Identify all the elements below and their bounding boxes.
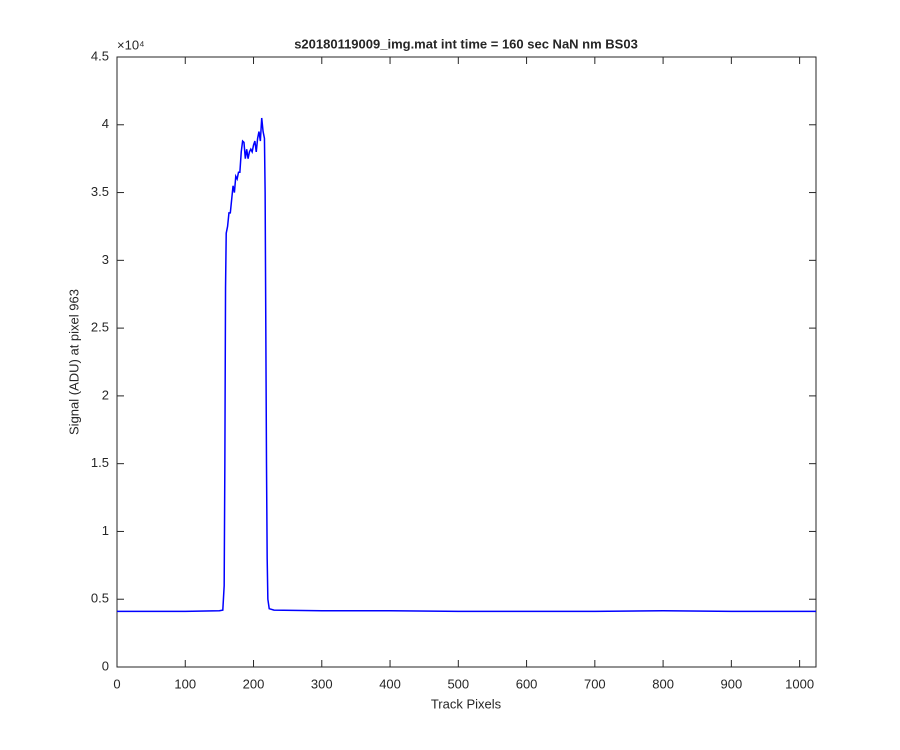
y-tick-label: 2.5 (91, 320, 109, 335)
y-tick-label: 3 (102, 252, 109, 267)
x-tick-label: 500 (447, 676, 469, 691)
x-tick-label: 700 (584, 676, 606, 691)
y-tick-label: 0.5 (91, 591, 109, 606)
x-tick-label: 100 (174, 676, 196, 691)
y-multiplier: ×10⁴ (117, 37, 145, 52)
x-tick-label: 1000 (785, 676, 814, 691)
y-tick-label: 4.5 (91, 48, 109, 63)
x-tick-label: 300 (311, 676, 333, 691)
x-tick-label: 800 (652, 676, 674, 691)
data-line (117, 117, 816, 613)
x-tick-label: 200 (243, 676, 265, 691)
y-tick-label: 4 (102, 116, 109, 131)
y-tick-label: 2 (102, 387, 109, 402)
y-axis-label: Signal (ADU) at pixel 963 (66, 289, 81, 435)
x-tick-label: 0 (113, 676, 120, 691)
y-tick-label: 3.5 (91, 184, 109, 199)
axes-box (116, 56, 817, 668)
x-tick-label: 900 (721, 676, 743, 691)
x-tick-label: 600 (516, 676, 538, 691)
y-tick-label: 0 (102, 658, 109, 673)
y-tick-label: 1 (102, 523, 109, 538)
x-tick-label: 400 (379, 676, 401, 691)
x-axis-label: Track Pixels (431, 696, 502, 711)
y-tick-label: 1.5 (91, 455, 109, 470)
chart-title: s20180119009_img.mat int time = 160 sec … (294, 36, 638, 51)
